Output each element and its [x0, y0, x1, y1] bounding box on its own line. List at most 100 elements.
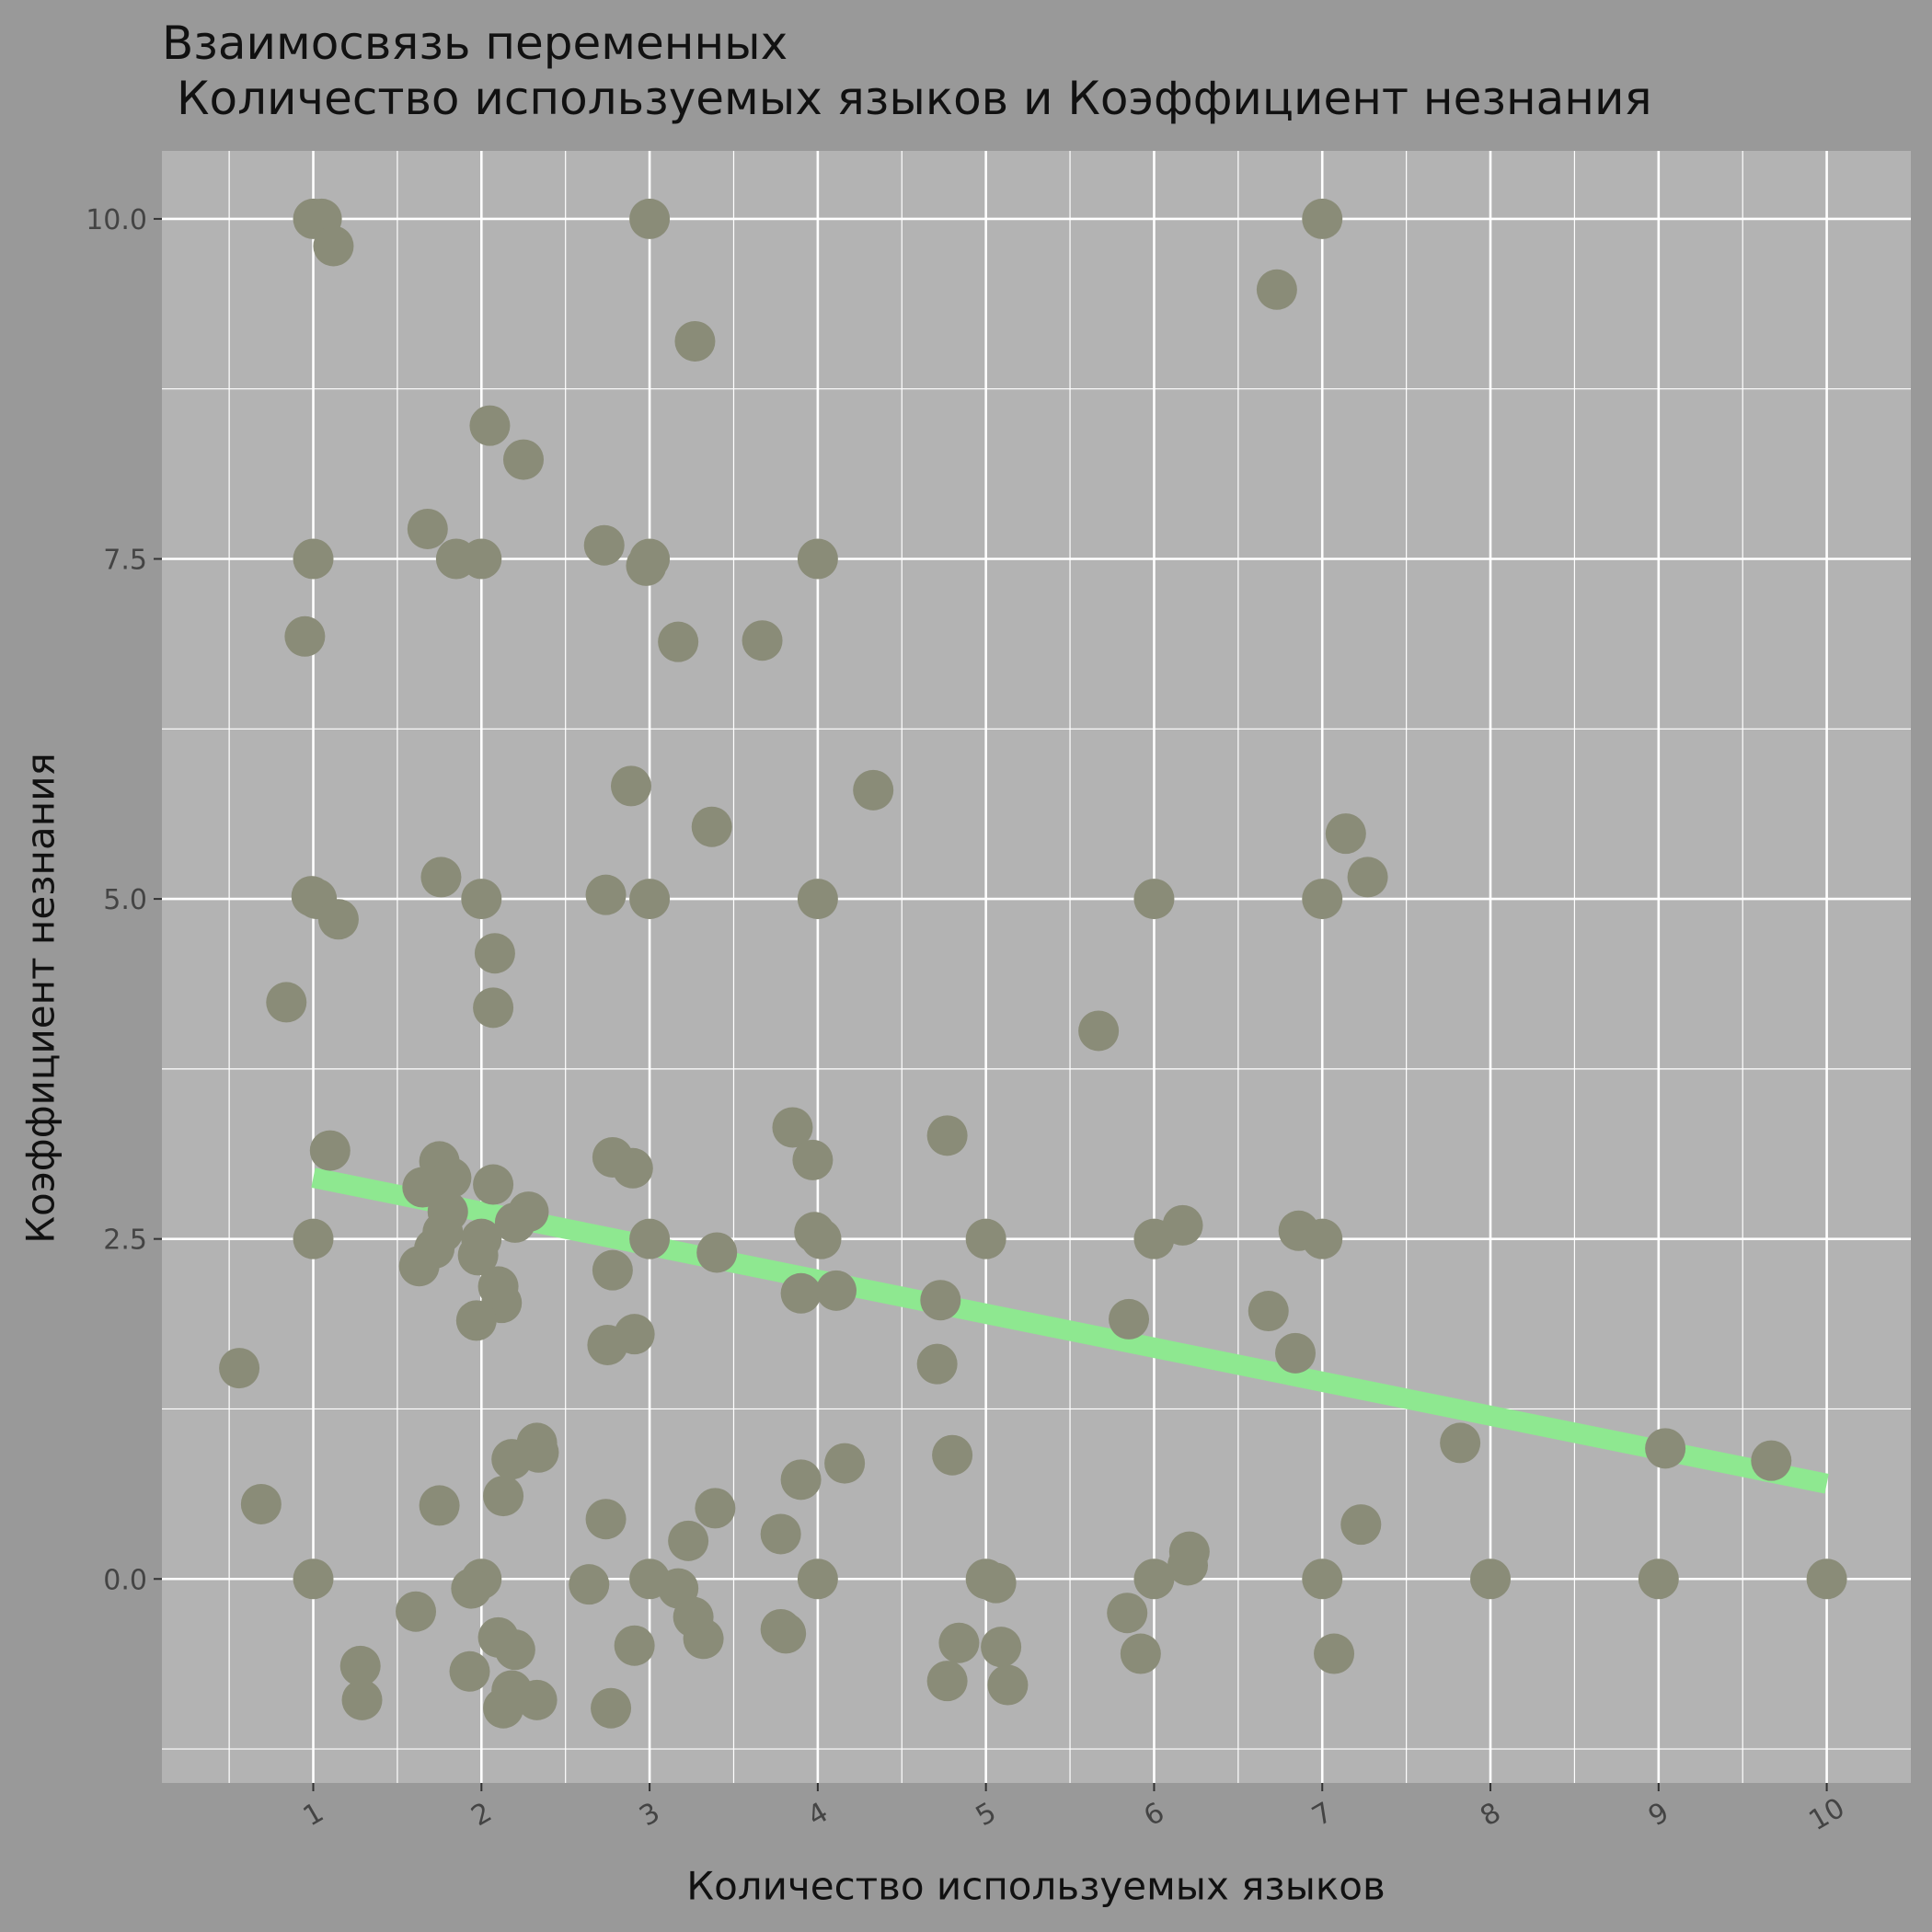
data-point [742, 620, 783, 661]
data-point [583, 524, 625, 566]
data-point [1302, 879, 1343, 920]
data-point [965, 1218, 1006, 1259]
data-point [516, 1679, 558, 1720]
data-point [629, 879, 671, 920]
data-point [339, 1645, 381, 1686]
data-point [1078, 1010, 1120, 1052]
data-point [313, 225, 354, 267]
data-point [219, 1348, 260, 1389]
y-tick-label: 0.0 [103, 1564, 147, 1596]
data-point [975, 1562, 1017, 1604]
data-point [317, 899, 359, 940]
x-tick-label: 8 [1475, 1797, 1506, 1834]
data-point [483, 1476, 524, 1517]
data-point [1107, 1593, 1148, 1634]
data-point [293, 1218, 334, 1259]
data-point [1470, 1558, 1512, 1600]
data-point [1638, 1558, 1679, 1600]
data-point [494, 1202, 535, 1243]
data-point [1340, 1504, 1382, 1546]
data-point [674, 320, 716, 362]
data-point [981, 1627, 1022, 1668]
data-point [502, 439, 544, 480]
data-point [461, 538, 502, 580]
data-point [916, 1343, 958, 1385]
x-tick-label: 7 [1306, 1797, 1338, 1834]
data-point [1806, 1558, 1847, 1600]
data-point [1302, 1218, 1343, 1259]
x-tick-label: 5 [971, 1797, 1002, 1834]
x-tick-label: 2 [466, 1797, 498, 1834]
data-point [407, 508, 448, 549]
x-axis-label: Количество используемых языков [686, 1863, 1386, 1909]
data-point [491, 1439, 533, 1480]
data-point [1347, 857, 1388, 898]
data-point [240, 1483, 282, 1524]
data-point [987, 1664, 1029, 1706]
data-point [765, 1613, 807, 1654]
data-point [1440, 1422, 1481, 1464]
data-point [1302, 1558, 1343, 1600]
data-point [1274, 1332, 1316, 1374]
data-point [483, 1687, 524, 1729]
data-point [451, 1568, 492, 1609]
data-point [815, 1270, 857, 1311]
data-point [932, 1434, 973, 1476]
data-point [797, 538, 838, 580]
data-point [1314, 1633, 1355, 1674]
data-point [457, 1235, 499, 1276]
chart-title: Взаимосвязь переменных [162, 17, 788, 70]
y-tick-label: 2.5 [103, 1225, 147, 1257]
x-tick-label: 1 [298, 1797, 329, 1834]
data-point [853, 769, 894, 811]
data-point [402, 1167, 443, 1208]
data-point [473, 987, 514, 1029]
data-point [612, 1147, 653, 1189]
data-point [800, 1218, 842, 1259]
data-point [1302, 198, 1343, 239]
data-point [1133, 879, 1175, 920]
data-point [658, 621, 699, 662]
data-point [1133, 1558, 1175, 1600]
y-tick-label: 10.0 [86, 204, 147, 236]
data-point [797, 879, 838, 920]
data-point [419, 1485, 460, 1526]
data-point [610, 765, 651, 807]
data-point [398, 1246, 440, 1287]
data-point [614, 1625, 655, 1666]
data-point [455, 1300, 497, 1341]
data-point [926, 1661, 968, 1702]
data-point [396, 1591, 437, 1632]
plot-panel [162, 151, 1911, 1783]
y-tick-label: 5.0 [103, 884, 147, 916]
data-point [461, 879, 502, 920]
data-point [569, 1564, 610, 1605]
data-point [824, 1443, 866, 1484]
data-point [780, 1272, 822, 1314]
data-point [284, 615, 326, 657]
data-point [696, 1232, 738, 1273]
data-point [1109, 1298, 1150, 1340]
data-point [780, 1459, 822, 1501]
data-point [266, 982, 307, 1023]
data-point [938, 1622, 980, 1663]
x-tick-label: 10 [1804, 1792, 1851, 1837]
data-point [494, 1629, 535, 1671]
x-tick-label: 9 [1643, 1797, 1674, 1834]
data-point [585, 1499, 627, 1540]
data-point [1645, 1428, 1686, 1469]
data-point [920, 1280, 961, 1321]
data-point [926, 1115, 968, 1156]
data-point [293, 1558, 334, 1600]
data-point [1256, 269, 1297, 310]
data-point [626, 545, 667, 586]
data-point [683, 1618, 724, 1660]
data-point [592, 1249, 633, 1291]
data-point [629, 198, 671, 239]
chart-subtitle: Количество используемых языков и Коэффиц… [177, 72, 1652, 125]
data-point [473, 1164, 514, 1205]
data-point [1120, 1633, 1161, 1674]
x-tick-label: 6 [1139, 1797, 1170, 1834]
